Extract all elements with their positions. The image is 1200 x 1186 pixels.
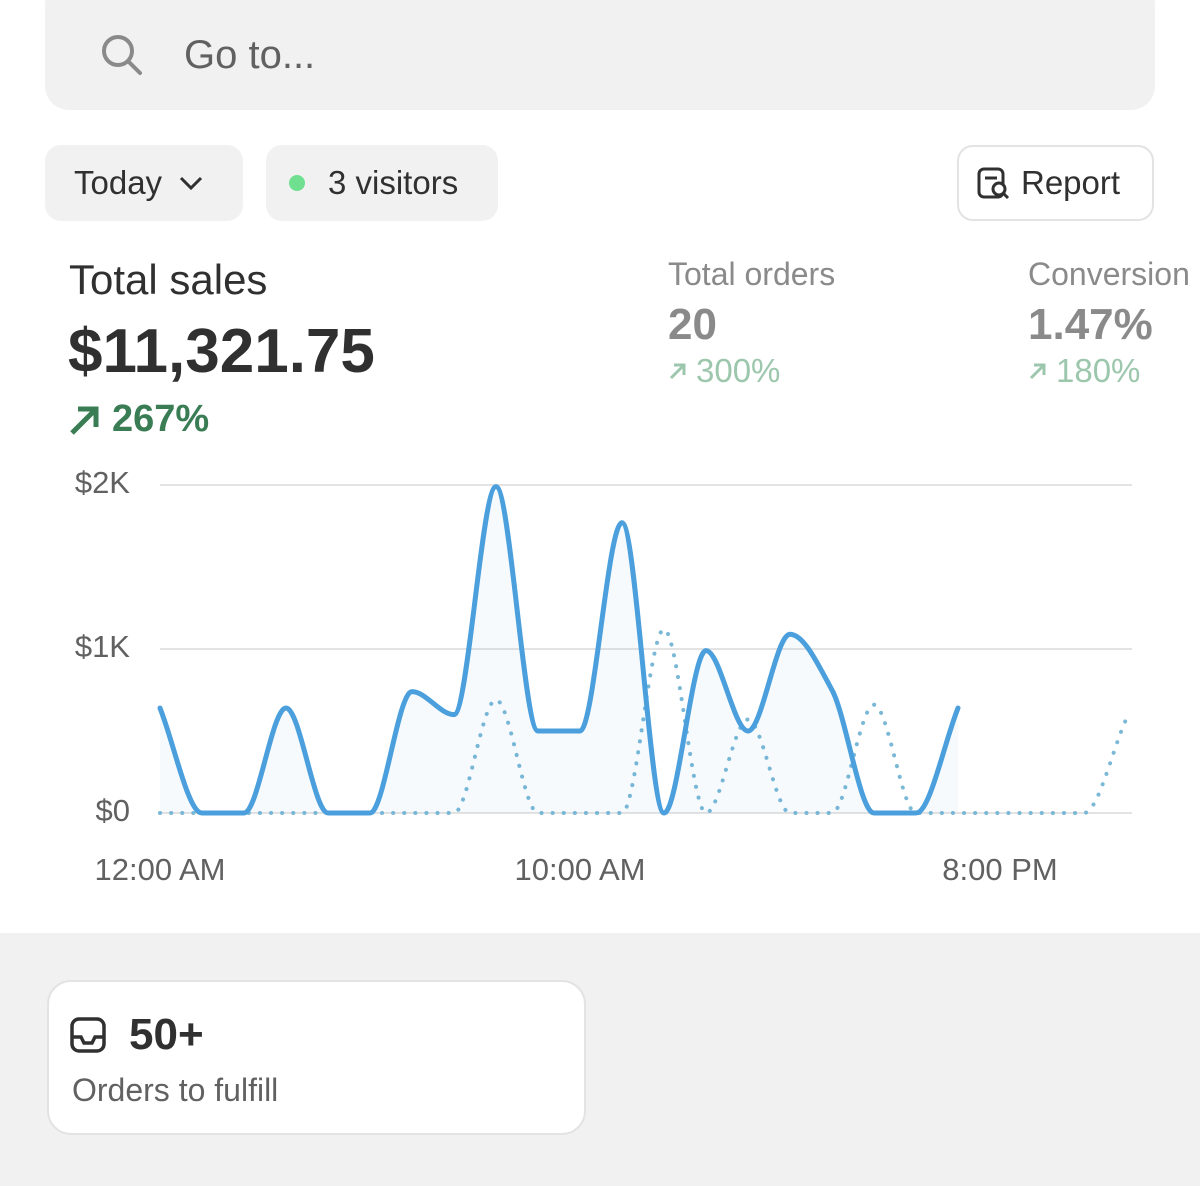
up-arrow [1029,363,1046,380]
metric-label: Conversion [1028,256,1190,292]
metric-value: 1.47% [1028,300,1153,349]
visitors-label: 3 visitors [328,164,459,201]
sales-line [157,484,961,816]
search-box[interactable]: Go to... [45,0,1155,110]
search-placeholder: Go to... [184,32,316,77]
change-text: 267% [112,398,210,440]
period-label: Today [74,164,163,201]
orders-card[interactable]: 50+ Orders to fulfill [47,980,586,1135]
metric-value: $11,321.75 [68,317,375,386]
search-icon [102,35,142,75]
up-arrow [669,363,686,380]
metric-label: Total orders [668,256,836,292]
report-label: Report [1021,164,1121,201]
y-tick-label: $2K [75,465,130,500]
chart: $0 $1K $2K 12:00 AM 10:00 AM 8:00 PM [75,465,1132,887]
metric-value: 20 [668,300,717,349]
up-arrow [70,406,99,435]
metric-change: 300% [668,352,780,390]
report-button[interactable]: Report [957,145,1154,221]
metric-change: 267% [68,398,209,441]
chevron [180,176,203,191]
metric-change: 180% [1028,352,1140,390]
y-tick-label: $0 [96,793,130,828]
x-tick-label: 10:00 AM [515,852,646,887]
card-value: 50+ [129,1010,204,1059]
metric-label: Total sales [69,256,268,303]
visitors-button[interactable]: 3 visitors [266,145,498,221]
inbox-icon [70,1017,106,1053]
x-tick-label: 8:00 PM [942,852,1057,887]
y-tick-label: $1K [75,629,130,664]
change-text: 180% [1056,352,1141,389]
x-tick-label: 12:00 AM [95,852,226,887]
period-button[interactable]: Today [45,145,243,221]
area-fill [160,486,958,813]
change-text: 300% [696,352,781,389]
report-icon [977,167,1010,200]
card-label: Orders to fulfill [72,1072,279,1108]
live-dot [289,175,305,191]
